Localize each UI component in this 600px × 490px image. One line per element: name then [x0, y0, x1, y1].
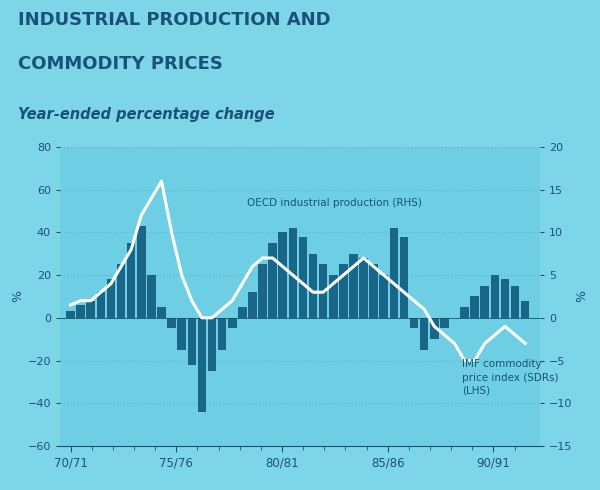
- Text: OECD industrial production (RHS): OECD industrial production (RHS): [247, 197, 422, 207]
- Bar: [440, 318, 449, 328]
- Bar: [289, 228, 297, 318]
- Bar: [157, 307, 166, 318]
- Y-axis label: %: %: [11, 291, 25, 302]
- Bar: [228, 318, 236, 328]
- Bar: [410, 318, 418, 328]
- Bar: [349, 254, 358, 318]
- Bar: [370, 265, 378, 318]
- Bar: [178, 318, 186, 350]
- Bar: [430, 318, 439, 339]
- Bar: [137, 226, 146, 318]
- Bar: [97, 292, 105, 318]
- Bar: [491, 275, 499, 318]
- Bar: [400, 237, 408, 318]
- Bar: [208, 318, 217, 371]
- Bar: [86, 301, 95, 318]
- Bar: [299, 237, 307, 318]
- Bar: [188, 318, 196, 365]
- Bar: [147, 275, 155, 318]
- Bar: [218, 318, 226, 350]
- Bar: [127, 243, 136, 318]
- Bar: [339, 265, 347, 318]
- Bar: [309, 254, 317, 318]
- Bar: [248, 292, 257, 318]
- Bar: [66, 312, 75, 318]
- Bar: [167, 318, 176, 328]
- Bar: [470, 296, 479, 318]
- Bar: [319, 265, 328, 318]
- Bar: [521, 301, 529, 318]
- Bar: [389, 228, 398, 318]
- Bar: [359, 258, 368, 318]
- Bar: [117, 265, 125, 318]
- Text: IMF commodity
price index (SDRs)
(LHS): IMF commodity price index (SDRs) (LHS): [462, 359, 558, 396]
- Bar: [379, 275, 388, 318]
- Y-axis label: %: %: [575, 291, 588, 302]
- Bar: [500, 279, 509, 318]
- Text: Year-ended percentage change: Year-ended percentage change: [18, 107, 275, 122]
- Bar: [238, 307, 247, 318]
- Text: INDUSTRIAL PRODUCTION AND: INDUSTRIAL PRODUCTION AND: [18, 11, 331, 29]
- Bar: [329, 275, 338, 318]
- Bar: [511, 286, 520, 318]
- Bar: [460, 307, 469, 318]
- Bar: [268, 243, 277, 318]
- Bar: [481, 286, 489, 318]
- Bar: [258, 265, 267, 318]
- Text: COMMODITY PRICES: COMMODITY PRICES: [18, 55, 223, 73]
- Bar: [76, 305, 85, 318]
- Bar: [107, 279, 115, 318]
- Bar: [420, 318, 428, 350]
- Bar: [197, 318, 206, 412]
- Bar: [278, 232, 287, 318]
